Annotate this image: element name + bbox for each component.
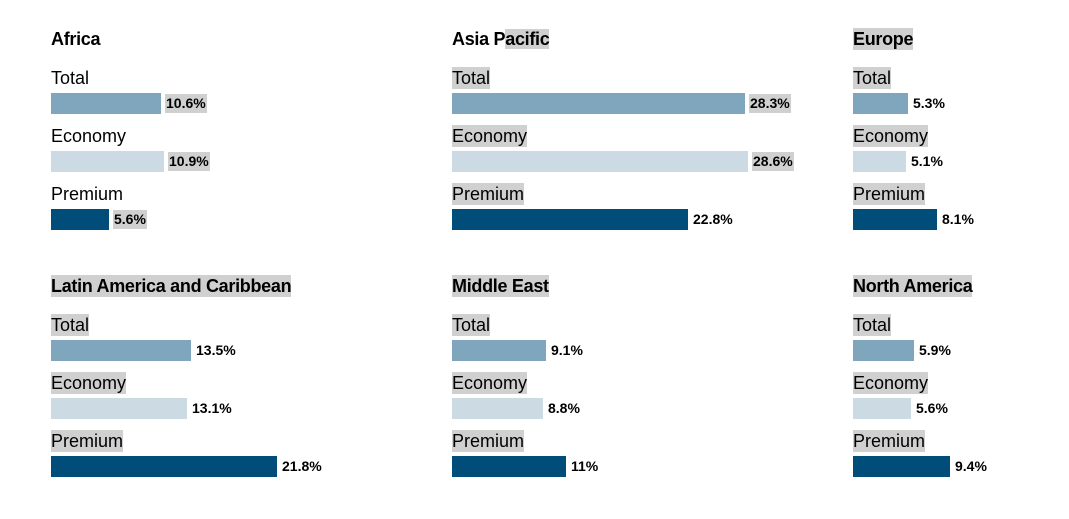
bar-premium: [853, 456, 950, 477]
bar-economy: [51, 398, 187, 419]
value-label: 5.9%: [919, 342, 951, 358]
value-label: 13.1%: [192, 400, 232, 416]
row-label: Total: [51, 68, 90, 88]
bar-row-premium: Premium 22.8%: [452, 183, 832, 233]
value-label: 22.8%: [693, 211, 733, 227]
value-label: 13.5%: [196, 342, 236, 358]
bar-premium: [452, 209, 688, 230]
bar-row-premium: Premium 21.8%: [51, 430, 431, 480]
bar-total: [51, 340, 191, 361]
row-label: Total: [452, 314, 491, 336]
row-label: Economy: [452, 125, 528, 147]
region-panel: Europe Total 5.3% Economy 5.1% Premium 8.1%: [853, 28, 1069, 258]
bar-premium: [853, 209, 937, 230]
value-label: 8.1%: [942, 211, 974, 227]
bar-row-economy: Economy 8.8%: [452, 372, 832, 422]
region-title: Middle East: [452, 275, 549, 297]
row-label: Premium: [853, 430, 926, 452]
region-panel: Middle East Total 9.1% Economy 8.8% Premium 11…: [452, 275, 832, 505]
bar-row-total: Total 28.3%: [452, 67, 832, 117]
bar-economy: [853, 398, 911, 419]
value-label: 5.6%: [916, 400, 948, 416]
bar-row-premium: Premium 5.6%: [51, 183, 431, 233]
bar-total: [452, 340, 546, 361]
row-label: Premium: [452, 430, 525, 452]
bar-row-economy: Economy 5.6%: [853, 372, 1069, 422]
bar-row-premium: Premium 8.1%: [853, 183, 1069, 233]
row-label: Total: [51, 314, 90, 336]
value-label: 28.3%: [749, 94, 791, 113]
value-label: 8.8%: [548, 400, 580, 416]
bar-row-economy: Economy 5.1%: [853, 125, 1069, 175]
row-label: Economy: [452, 372, 528, 394]
region-panel: Latin America and Caribbean Total 13.5% Eco…: [51, 275, 431, 505]
bar-economy: [452, 151, 748, 172]
bar-economy: [452, 398, 543, 419]
row-label: Economy: [51, 372, 127, 394]
bar-total: [51, 93, 161, 114]
value-label: 21.8%: [282, 458, 322, 474]
bar-row-economy: Economy 28.6%: [452, 125, 832, 175]
row-label: Premium: [452, 183, 525, 205]
row-label: Premium: [853, 183, 926, 205]
bar-row-economy: Economy 13.1%: [51, 372, 431, 422]
bar-total: [853, 93, 908, 114]
region-panel: Asia Pacific Total 28.3% Economy 28.6% Premiu…: [452, 28, 832, 258]
row-label: Total: [853, 67, 892, 89]
bar-row-total: Total 10.6%: [51, 67, 431, 117]
bar-row-total: Total 5.9%: [853, 314, 1069, 364]
bar-economy: [853, 151, 906, 172]
bar-row-total: Total 9.1%: [452, 314, 832, 364]
bar-row-economy: Economy 10.9%: [51, 125, 431, 175]
row-label: Total: [853, 314, 892, 336]
value-label: 9.4%: [955, 458, 987, 474]
row-label: Economy: [853, 372, 929, 394]
value-label: 5.6%: [113, 210, 147, 229]
bar-economy: [51, 151, 164, 172]
row-label: Economy: [51, 126, 127, 146]
value-label: 10.6%: [165, 94, 207, 113]
bar-total: [452, 93, 745, 114]
row-label: Premium: [51, 184, 124, 204]
row-label: Total: [452, 67, 491, 89]
value-label: 11%: [571, 458, 599, 474]
value-label: 28.6%: [752, 152, 794, 171]
row-label: Economy: [853, 125, 929, 147]
value-label: 9.1%: [551, 342, 583, 358]
bar-row-premium: Premium 11%: [452, 430, 832, 480]
region-title: Latin America and Caribbean: [51, 275, 292, 297]
bar-total: [853, 340, 914, 361]
bar-row-total: Total 13.5%: [51, 314, 431, 364]
value-label: 5.1%: [911, 153, 943, 169]
region-title: Asia Pacific: [452, 29, 550, 49]
region-panel: Africa Total 10.6% Economy 10.9% Premium 5.6%: [51, 28, 431, 258]
bar-premium: [51, 456, 277, 477]
region-title: Africa: [51, 29, 101, 49]
bar-premium: [51, 209, 109, 230]
value-label: 10.9%: [168, 152, 210, 171]
bar-row-premium: Premium 9.4%: [853, 430, 1069, 480]
region-title: Europe: [853, 28, 914, 50]
bar-premium: [452, 456, 566, 477]
value-label: 5.3%: [913, 95, 945, 111]
region-panel: North America Total 5.9% Economy 5.6% Premium…: [853, 275, 1069, 505]
row-label: Premium: [51, 430, 124, 452]
region-title: North America: [853, 275, 973, 297]
bar-row-total: Total 5.3%: [853, 67, 1069, 117]
